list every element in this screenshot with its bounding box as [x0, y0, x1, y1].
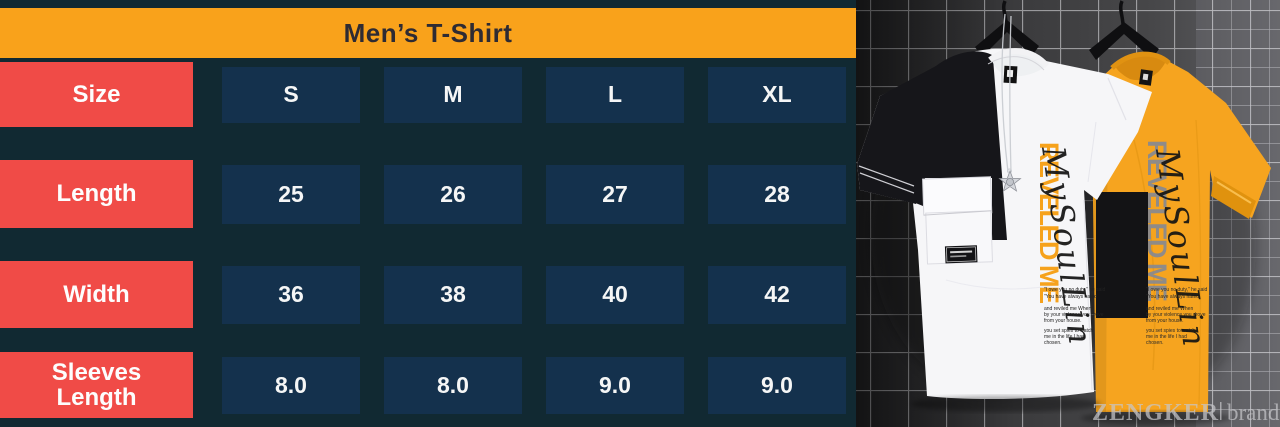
quote-print-block: "I owe you no duty," he said "You have a… [1146, 287, 1207, 346]
cell-length-m: 26 [384, 164, 522, 224]
collar-rib-edge [987, 56, 1045, 71]
cell-width-m: 38 [384, 265, 522, 324]
chart-title-bar: Men’s T-Shirt [0, 8, 856, 58]
table-row-length: Length 25 26 27 28 [0, 160, 856, 228]
brand-watermark: ZENGKER brand [1092, 400, 1280, 426]
table-row-sleeves-length: Sleeves Length 8.0 8.0 9.0 9.0 [0, 352, 856, 418]
hanger-arms [975, 20, 1039, 57]
black-chest-panel [913, 51, 1007, 240]
collar-rib-band [988, 48, 1050, 69]
quote-line: and reviled me When [1146, 306, 1193, 312]
hanger-hook-icon [1001, 0, 1008, 23]
cell-length-s: 25 [222, 164, 360, 224]
vertical-print-text: REVELED ME [1142, 140, 1172, 301]
cell-width-xl: 42 [708, 265, 846, 324]
vertical-print-text: REVELED ME [1034, 142, 1064, 303]
fabric-fold [1133, 139, 1156, 371]
side-seam [1083, 199, 1093, 391]
quote-line: you set spies to watch [1044, 328, 1093, 334]
table-row-width: Width 36 38 40 42 [0, 261, 856, 328]
quote-line: by your violence you drove [1146, 312, 1206, 318]
necklace-chain [1001, 13, 1009, 173]
cell-length-xl: 28 [708, 164, 846, 224]
hem-shadow [1081, 411, 1231, 425]
cell-sleeves-s: 8.0 [222, 356, 360, 414]
row-label-width: Width [0, 261, 193, 328]
quote-line: from your house. [1044, 318, 1082, 324]
quote-line: "You have always hated [1146, 294, 1199, 300]
watermark-suffix-text: brand [1227, 400, 1280, 425]
product-photo-illustration: REVELED ME "I owe you no duty," he said … [856, 0, 1280, 427]
chest-pocket [922, 176, 993, 265]
row-gap [193, 160, 222, 228]
pocket-label-patch [944, 245, 978, 264]
fabric-fold [945, 279, 1062, 290]
cell-length-l: 27 [546, 164, 684, 224]
cell-width-s: 36 [222, 265, 360, 324]
cell-size-xl: XL [708, 66, 846, 123]
cuff-stitch-line [859, 172, 915, 194]
quote-line: from your house. [1146, 318, 1184, 324]
quote-line: "I owe you no duty," he said [1146, 287, 1207, 293]
watermark-divider [1220, 402, 1222, 420]
product-photo: REVELED ME "I owe you no duty," he said … [856, 0, 1280, 427]
quote-line: chosen. [1044, 340, 1062, 346]
row-gap [193, 62, 222, 127]
row-label-length: Length [0, 160, 193, 228]
cell-size-s: S [222, 66, 360, 123]
quote-line: by your violence you drove [1044, 312, 1104, 318]
necklace-chain [1009, 15, 1012, 173]
hem-shadow [911, 396, 1101, 412]
size-chart-panel: Men’s T-Shirt Size S M L XL Length 25 26… [0, 8, 856, 418]
collar-inner [1115, 55, 1166, 81]
quote-line: me in the life I had [1146, 334, 1187, 340]
chart-title: Men’s T-Shirt [343, 17, 513, 48]
cell-size-m: M [384, 66, 522, 123]
cell-width-l: 40 [546, 265, 684, 324]
pocket-flap [922, 176, 993, 216]
row-gap [193, 352, 222, 418]
necklace [998, 13, 1022, 192]
quote-line: chosen. [1146, 340, 1164, 346]
pendant-medallion [1005, 177, 1014, 186]
table-row-size: Size S M L XL [0, 62, 856, 127]
collar-rib-band [1110, 51, 1171, 70]
row-gap [193, 261, 222, 328]
cuff-highlight [1216, 181, 1252, 204]
quote-line: "You have always hated [1044, 294, 1097, 300]
quote-line: me in the life I had [1044, 334, 1085, 340]
quote-line: and reviled me When [1044, 306, 1091, 312]
hanger-hook-icon [1118, 0, 1125, 25]
cell-sleeves-xl: 9.0 [708, 356, 846, 414]
quote-line: "I owe you no duty," he said [1044, 287, 1105, 293]
fabric-fold [1195, 119, 1202, 406]
pocket-flap-edge [923, 210, 992, 216]
row-label-sleeves-length: Sleeves Length [0, 352, 193, 418]
quote-line: you set spies to watch [1146, 328, 1195, 334]
clothes-hanger-left [975, 0, 1039, 57]
orange-shirt-body [1092, 54, 1271, 413]
cell-sleeves-l: 9.0 [546, 356, 684, 414]
watermark-brand-text: ZENGKER [1092, 400, 1219, 426]
cell-size-l: L [546, 66, 684, 123]
rolled-sleeve-cuff [1211, 176, 1256, 219]
neck-tag [1138, 69, 1153, 86]
sleeve-fold [1087, 121, 1097, 183]
black-chest-panel [1096, 192, 1148, 318]
row-label-size: Size [0, 62, 193, 127]
cell-sleeves-m: 8.0 [384, 356, 522, 414]
quote-print-block: "I owe you no duty," he said "You have a… [1044, 287, 1105, 346]
cuff-stitch-line [858, 165, 915, 187]
sleeve-fold [1107, 77, 1127, 121]
